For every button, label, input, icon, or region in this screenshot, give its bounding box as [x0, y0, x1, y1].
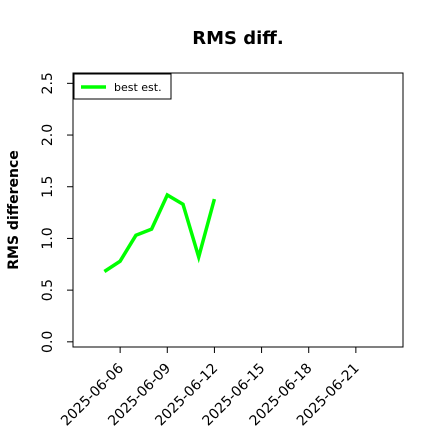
y-axis-label: RMS difference — [6, 150, 22, 270]
chart-title: RMS diff. — [192, 28, 283, 49]
legend-label: best est. — [114, 81, 162, 94]
x-axis: 2025-06-062025-06-092025-06-122025-06-15… — [58, 347, 363, 429]
y-tick-label: 0.0 — [40, 331, 56, 353]
series-line — [103, 192, 217, 273]
y-tick-label: 2.5 — [40, 72, 56, 94]
y-tick-label: 1.0 — [40, 227, 56, 249]
plot-frame — [72, 72, 404, 348]
y-tick-label: 0.5 — [40, 279, 56, 301]
y-axis: 0.0 0.5 1.0 1.5 2.0 2.5 — [40, 72, 73, 353]
y-tick-label: 1.5 — [40, 176, 56, 198]
y-tick-label: 2.0 — [40, 124, 56, 146]
series-layer — [103, 192, 217, 273]
legend: best est. — [73, 73, 172, 100]
